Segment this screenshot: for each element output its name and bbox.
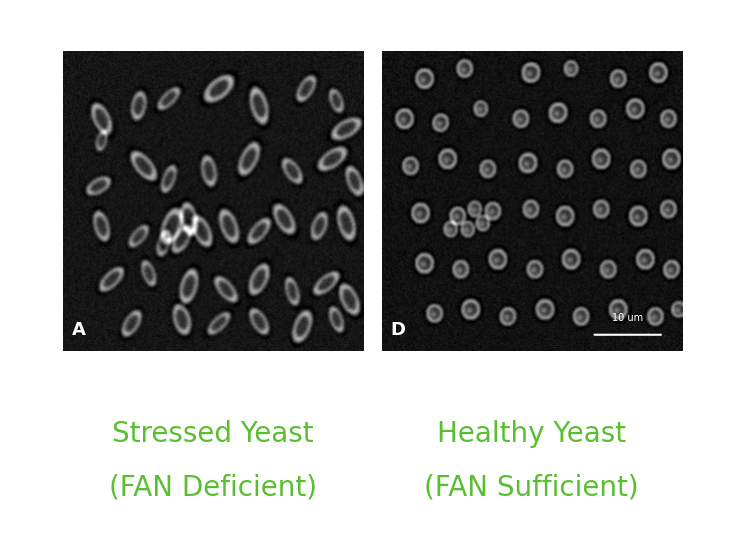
Text: Stressed Yeast: Stressed Yeast xyxy=(112,421,314,448)
Text: 10 um: 10 um xyxy=(612,313,643,323)
Text: D: D xyxy=(391,321,405,340)
Text: (FAN Deficient): (FAN Deficient) xyxy=(109,474,317,502)
Text: A: A xyxy=(72,321,86,340)
Text: Healthy Yeast: Healthy Yeast xyxy=(437,421,626,448)
Text: (FAN Sufficient): (FAN Sufficient) xyxy=(425,474,639,502)
